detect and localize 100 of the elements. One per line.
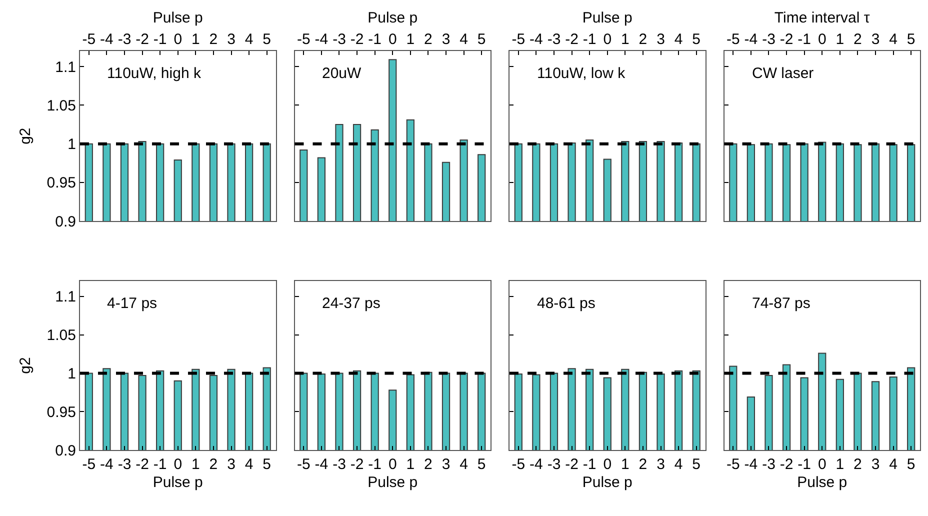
x-tick-label: -1 xyxy=(798,456,811,474)
x-tick-label: 5 xyxy=(692,456,701,474)
x-tick-label: 4 xyxy=(244,456,254,474)
x-tick-label: -5 xyxy=(296,456,310,474)
x-tick-label: 5 xyxy=(906,31,916,48)
x-tick-label: 0 xyxy=(174,31,182,48)
y-axis-title: g2 xyxy=(17,357,34,374)
x-tick-label: 1 xyxy=(836,31,844,48)
x-tick-label: 4 xyxy=(674,456,683,474)
x-tick-label: 4 xyxy=(460,456,468,474)
x-tick-label: -1 xyxy=(582,456,596,474)
x-tick-label: 1 xyxy=(836,456,844,474)
x-tick-label: 5 xyxy=(477,31,486,48)
x-tick-label: -1 xyxy=(368,31,382,48)
x-tick-label: 3 xyxy=(227,456,236,474)
x-tick-label: 2 xyxy=(424,31,432,48)
x-tick-label: 0 xyxy=(818,31,826,48)
x-tick-label: 0 xyxy=(603,31,612,48)
x-tick-label: 3 xyxy=(442,456,450,474)
x-tick-label: -2 xyxy=(565,31,578,48)
x-tick-label: -2 xyxy=(136,31,149,48)
x-tick-label: -1 xyxy=(798,31,811,48)
x-tick-label: 2 xyxy=(424,456,432,474)
x-tick-label: -4 xyxy=(744,31,758,48)
y-tick-label: 0.95 xyxy=(46,404,76,421)
x-tick-label: 3 xyxy=(871,456,880,474)
x-tick-label: 5 xyxy=(692,31,701,48)
x-axis-title: Pulse p xyxy=(152,474,203,492)
x-tick-label: 3 xyxy=(442,31,450,48)
x-tick-label: -2 xyxy=(780,456,794,474)
x-tick-label: 3 xyxy=(656,31,665,48)
y-tick-label: 1.1 xyxy=(55,58,76,76)
x-tick-label: -4 xyxy=(100,31,114,48)
x-tick-label: 1 xyxy=(406,456,415,474)
x-tick-label: 1 xyxy=(192,456,200,474)
x-axis-title: Pulse p xyxy=(152,9,203,26)
x-tick-label: 3 xyxy=(227,31,236,48)
x-axis-title: Pulse p xyxy=(582,474,632,492)
x-tick-label: -3 xyxy=(332,31,346,48)
x-tick-label: 2 xyxy=(854,456,862,474)
x-tick-label: -3 xyxy=(547,31,561,48)
x-tick-label: 0 xyxy=(388,456,397,474)
x-tick-label: 0 xyxy=(818,456,826,474)
x-axis-title: Pulse p xyxy=(797,474,848,492)
x-tick-label: 2 xyxy=(638,31,648,48)
x-tick-label: -3 xyxy=(118,31,132,48)
y-tick-label: 0.95 xyxy=(46,174,76,192)
x-tick-label: -3 xyxy=(332,456,346,474)
x-tick-label: -5 xyxy=(296,31,310,48)
x-axis-title: Pulse p xyxy=(368,474,418,492)
x-tick-label: -1 xyxy=(368,456,382,474)
annotation: 110uW, low k xyxy=(537,65,626,82)
x-tick-label: -5 xyxy=(82,456,96,474)
x-tick-label: -5 xyxy=(726,456,740,474)
x-tick-label: -1 xyxy=(153,456,167,474)
x-tick-label: -4 xyxy=(530,456,543,474)
x-axis-title: Pulse p xyxy=(368,9,418,26)
x-tick-label: 4 xyxy=(889,456,898,474)
x-tick-label: -5 xyxy=(726,31,740,48)
x-axis-title: Time interval τ xyxy=(774,9,870,26)
x-tick-label: -4 xyxy=(100,456,114,474)
x-tick-label: -2 xyxy=(350,31,364,48)
x-tick-label: -5 xyxy=(512,31,526,48)
annotation: 110uW, high k xyxy=(107,65,202,82)
y-tick-label: 1 xyxy=(68,136,76,154)
x-tick-label: -4 xyxy=(314,31,328,48)
x-tick-label: 2 xyxy=(209,456,218,474)
x-tick-label: 2 xyxy=(854,31,862,48)
y-axis-title: g2 xyxy=(17,128,34,144)
x-tick-label: 0 xyxy=(603,456,612,474)
x-tick-label: 2 xyxy=(209,31,218,48)
x-tick-label: -4 xyxy=(530,31,543,48)
x-tick-label: 2 xyxy=(638,456,648,474)
x-tick-label: -2 xyxy=(136,456,149,474)
y-tick-label: 1.1 xyxy=(55,288,76,306)
x-tick-label: -3 xyxy=(547,456,561,474)
x-tick-label: 3 xyxy=(871,31,880,48)
x-tick-label: -3 xyxy=(762,31,776,48)
x-tick-label: -2 xyxy=(350,456,364,474)
x-tick-label: -4 xyxy=(314,456,328,474)
x-tick-label: 5 xyxy=(906,456,916,474)
x-tick-label: 5 xyxy=(477,456,486,474)
x-tick-label: 5 xyxy=(262,31,272,48)
x-tick-label: 3 xyxy=(656,456,665,474)
x-tick-label: -5 xyxy=(512,456,526,474)
x-tick-label: 0 xyxy=(174,456,182,474)
x-tick-label: 1 xyxy=(406,31,415,48)
annotation: 4-17 ps xyxy=(107,295,158,312)
x-tick-label: 4 xyxy=(244,31,254,48)
x-axis-title: Pulse p xyxy=(582,9,632,26)
x-tick-label: -3 xyxy=(762,456,776,474)
x-tick-label: -1 xyxy=(153,31,167,48)
y-tick-label: 1 xyxy=(68,365,76,382)
y-tick-label: 0.9 xyxy=(55,442,76,460)
annotation: 74-87 ps xyxy=(752,295,810,312)
x-tick-label: -4 xyxy=(744,456,758,474)
x-tick-label: 1 xyxy=(621,31,630,48)
x-tick-label: -2 xyxy=(565,456,578,474)
x-tick-label: 0 xyxy=(388,31,397,48)
x-tick-label: 4 xyxy=(460,31,468,48)
